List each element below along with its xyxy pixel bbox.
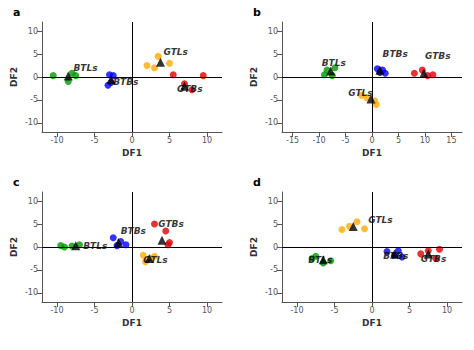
svg-text:5: 5 — [407, 306, 412, 315]
svg-text:10: 10 — [442, 306, 452, 315]
svg-text:DF2: DF2 — [249, 237, 259, 257]
svg-text:-5: -5 — [331, 306, 339, 315]
svg-text:10: 10 — [420, 136, 430, 145]
svg-text:GTLs: GTLs — [348, 88, 373, 98]
svg-text:BTLs: BTLs — [308, 255, 333, 265]
svg-text:5: 5 — [273, 50, 278, 59]
svg-text:DF1: DF1 — [362, 148, 382, 158]
svg-text:BTBs: BTBs — [383, 251, 409, 261]
svg-text:GTLs: GTLs — [143, 255, 168, 265]
svg-text:0: 0 — [129, 306, 134, 315]
svg-text:BTBs: BTBs — [113, 77, 139, 87]
svg-text:-15: -15 — [286, 136, 299, 145]
svg-text:GTLs: GTLs — [368, 215, 393, 225]
svg-text:5: 5 — [167, 306, 172, 315]
svg-text:5: 5 — [273, 220, 278, 229]
svg-text:BTLs: BTLs — [74, 63, 99, 73]
svg-text:DF1: DF1 — [122, 318, 142, 328]
svg-text:BTBs: BTBs — [383, 49, 409, 59]
svg-text:-10: -10 — [25, 288, 38, 297]
svg-text:10: 10 — [202, 136, 212, 145]
svg-text:-5: -5 — [270, 95, 278, 104]
svg-text:-5: -5 — [342, 136, 350, 145]
svg-text:d: d — [253, 176, 261, 189]
svg-text:10: 10 — [268, 27, 278, 36]
svg-text:DF2: DF2 — [9, 67, 19, 87]
svg-text:-5: -5 — [91, 136, 99, 145]
svg-text:-10: -10 — [50, 136, 63, 145]
svg-text:-10: -10 — [313, 136, 326, 145]
svg-text:-10: -10 — [265, 288, 278, 297]
svg-text:0: 0 — [33, 243, 38, 252]
svg-text:0: 0 — [369, 306, 374, 315]
svg-text:-5: -5 — [30, 265, 38, 274]
svg-text:15: 15 — [446, 136, 456, 145]
svg-text:GTBs: GTBs — [421, 254, 447, 264]
svg-text:b: b — [253, 6, 261, 19]
svg-text:10: 10 — [202, 306, 212, 315]
svg-text:-10: -10 — [50, 306, 63, 315]
svg-text:-10: -10 — [25, 118, 38, 127]
svg-text:-10: -10 — [265, 118, 278, 127]
svg-text:10: 10 — [268, 197, 278, 206]
svg-text:0: 0 — [273, 73, 278, 82]
svg-text:10: 10 — [28, 27, 38, 36]
svg-text:DF1: DF1 — [122, 148, 142, 158]
svg-text:-5: -5 — [270, 265, 278, 274]
svg-text:-10: -10 — [290, 306, 303, 315]
svg-text:5: 5 — [33, 50, 38, 59]
svg-text:GTLs: GTLs — [164, 47, 189, 57]
svg-text:DF2: DF2 — [9, 237, 19, 257]
svg-text:-5: -5 — [30, 95, 38, 104]
svg-text:a: a — [13, 6, 20, 19]
svg-text:BTBs: BTBs — [121, 226, 147, 236]
svg-text:-5: -5 — [91, 306, 99, 315]
svg-text:0: 0 — [273, 243, 278, 252]
svg-text:BTLs: BTLs — [322, 58, 347, 68]
svg-text:GTBs: GTBs — [425, 51, 451, 61]
svg-text:DF2: DF2 — [249, 67, 259, 87]
svg-text:0: 0 — [369, 136, 374, 145]
svg-text:0: 0 — [33, 73, 38, 82]
svg-text:c: c — [13, 176, 20, 189]
svg-text:BTLs: BTLs — [83, 241, 108, 251]
svg-text:GTBs: GTBs — [177, 84, 203, 94]
svg-text:GTBs: GTBs — [158, 219, 184, 229]
svg-text:5: 5 — [33, 220, 38, 229]
svg-text:5: 5 — [396, 136, 401, 145]
svg-text:10: 10 — [28, 197, 38, 206]
svg-text:DF1: DF1 — [362, 318, 382, 328]
svg-text:0: 0 — [129, 136, 134, 145]
svg-text:5: 5 — [167, 136, 172, 145]
